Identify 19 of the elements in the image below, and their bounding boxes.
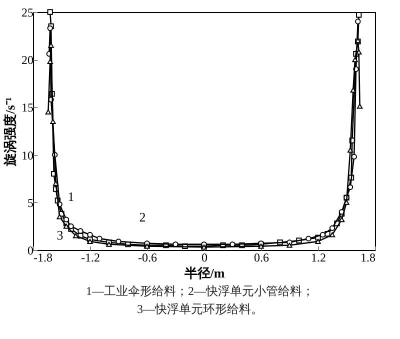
series-label: 2 (139, 209, 146, 224)
text: 3—快浮单元环形给料。 (136, 301, 264, 318)
y-axis-title: 旋涡强度/s⁻¹ (2, 97, 18, 167)
x-tick-label: -1.8 (34, 250, 52, 264)
text: 1—工业伞形给料；2—快浮单元小管给料； (85, 283, 315, 300)
y-tick-label: 15 (22, 100, 34, 115)
y-tick-label: 5 (28, 196, 34, 210)
y-tick-label: 25 (22, 6, 34, 20)
series-label: 3 (56, 227, 64, 242)
x-tick-label: -0.6 (138, 250, 157, 264)
y-tick-label: 20 (22, 53, 34, 68)
x-tick-label: -1.2 (81, 250, 100, 264)
y-tick-label: 10 (22, 148, 34, 162)
x-tick-label: 1.2 (311, 250, 326, 264)
series-label: 1 (68, 189, 74, 204)
x-tick-label: 1.8 (360, 250, 376, 264)
x-axis-title: 半径/m (183, 266, 225, 280)
x-tick-label: 0.6 (254, 250, 269, 264)
x-tick-label: 0 (202, 250, 208, 264)
